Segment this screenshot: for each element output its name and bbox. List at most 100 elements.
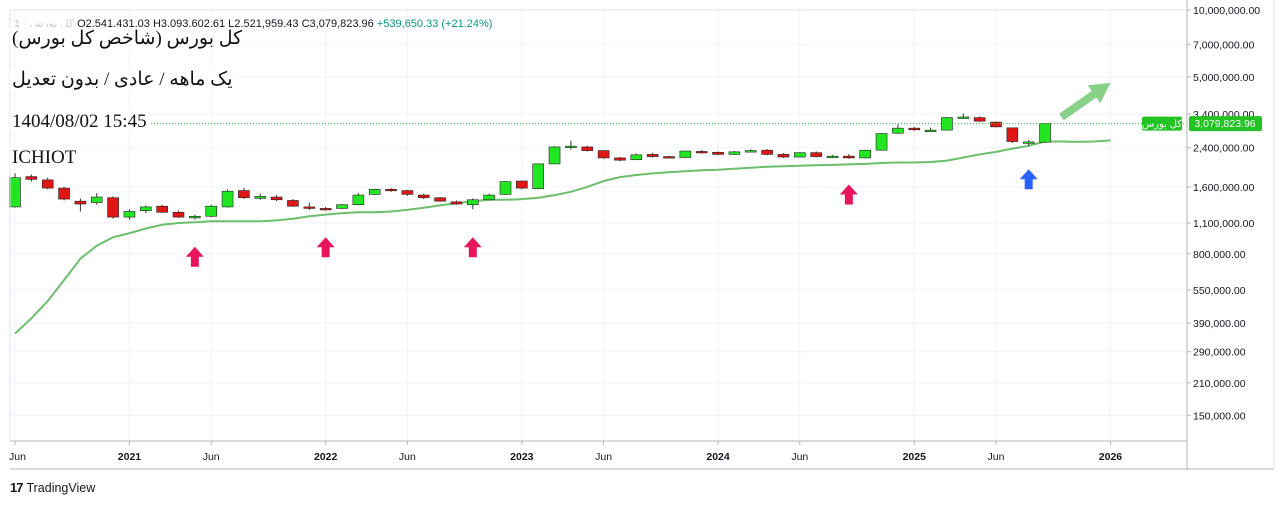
candle bbox=[417, 193, 430, 200]
candle bbox=[303, 202, 316, 210]
candle-body bbox=[303, 206, 316, 209]
chart-datetime: 1404/08/02 15:45 bbox=[10, 111, 149, 133]
candle bbox=[908, 126, 921, 131]
candle-body bbox=[875, 133, 888, 151]
candle bbox=[859, 149, 872, 159]
candle-body bbox=[793, 152, 806, 158]
candle-body bbox=[189, 215, 201, 219]
x-tick-label: Jun bbox=[399, 451, 416, 463]
candle-body bbox=[1039, 123, 1051, 143]
candle-body bbox=[140, 206, 152, 212]
moving-average-line bbox=[14, 139, 1111, 335]
candle bbox=[1022, 140, 1035, 146]
blue-up-arrow bbox=[1019, 169, 1038, 190]
candle-body bbox=[663, 156, 675, 159]
candle-body bbox=[287, 200, 299, 207]
candle-body bbox=[319, 208, 332, 211]
candle bbox=[646, 152, 659, 158]
ohlc-change: +539,650.33 (+21.24%) bbox=[376, 18, 493, 30]
tradingview-logo-icon: 17 bbox=[10, 480, 24, 495]
candle-body bbox=[74, 200, 87, 205]
chart-symbol: ICHIOT bbox=[10, 147, 79, 169]
candle bbox=[843, 153, 855, 159]
candle-body bbox=[695, 151, 708, 154]
candle-body bbox=[156, 205, 168, 213]
x-tick-label: Jun bbox=[595, 451, 612, 463]
candle-body bbox=[565, 145, 577, 148]
candle-body bbox=[712, 151, 724, 155]
candle-body bbox=[434, 197, 446, 202]
x-axis[interactable]: Jun 2021 Jun 2022 Jun 2023 Jun 2024 Jun 2025 Jun 20… bbox=[9, 441, 1122, 463]
candle bbox=[107, 196, 119, 219]
pink-up-arrow bbox=[316, 237, 335, 258]
x-tick-label: 2021 bbox=[118, 451, 142, 463]
candle-body bbox=[90, 196, 103, 203]
tradingview-logo[interactable]: 17 TradingView bbox=[10, 480, 95, 495]
candle bbox=[270, 195, 283, 202]
candle-body bbox=[336, 204, 348, 209]
candle-body bbox=[924, 129, 937, 132]
candle bbox=[1039, 123, 1051, 143]
y-axis[interactable]: 10,000,000.007,000,000.005,000,000.003,4… bbox=[1187, 5, 1260, 422]
candle-body bbox=[352, 194, 365, 206]
ohlc-close: C3,079,823.96 bbox=[301, 18, 374, 30]
candle bbox=[140, 205, 152, 214]
candle-body bbox=[826, 155, 839, 158]
candle-body bbox=[859, 149, 872, 159]
x-tick-label: Jun bbox=[791, 451, 808, 463]
candle-body bbox=[581, 146, 594, 151]
y-tick-label: 5,000,000.00 bbox=[1193, 72, 1254, 84]
candle bbox=[336, 203, 348, 210]
pink-up-arrow bbox=[463, 237, 482, 258]
candle bbox=[205, 204, 217, 218]
candle-body bbox=[172, 211, 185, 218]
candle bbox=[532, 163, 545, 190]
candle-body bbox=[516, 180, 528, 189]
candle-body bbox=[679, 150, 692, 158]
y-tick-label: 210,000.00 bbox=[1193, 378, 1246, 390]
y-tick-label: 7,000,000.00 bbox=[1193, 39, 1254, 51]
y-tick-label: 150,000.00 bbox=[1193, 410, 1246, 422]
green-trend-arrow bbox=[1059, 82, 1111, 121]
candle-body bbox=[499, 181, 512, 195]
candle bbox=[679, 150, 692, 158]
candle-body bbox=[744, 150, 757, 153]
last-price-value: 3,079,823.96 bbox=[1194, 118, 1255, 130]
candle bbox=[499, 181, 512, 196]
last-price-label: کل بورس 3,079,823.96 bbox=[1142, 116, 1262, 132]
candle bbox=[663, 155, 675, 159]
candle-body bbox=[58, 187, 70, 200]
candle bbox=[254, 193, 267, 200]
x-tick-label: Jun bbox=[9, 451, 26, 463]
candle bbox=[385, 188, 397, 192]
candle bbox=[695, 150, 708, 154]
candle-body bbox=[1006, 127, 1019, 142]
candle bbox=[597, 150, 610, 159]
last-price-name: کل بورس bbox=[1142, 119, 1182, 130]
candle bbox=[238, 188, 250, 200]
y-tick-label: 1,100,000.00 bbox=[1193, 218, 1254, 230]
candle bbox=[1006, 127, 1019, 144]
candle-body bbox=[205, 205, 217, 217]
candle bbox=[614, 157, 626, 162]
candle bbox=[401, 189, 414, 196]
candle bbox=[973, 116, 986, 122]
candle bbox=[761, 148, 773, 156]
candle bbox=[466, 198, 479, 210]
candle bbox=[581, 145, 594, 152]
candle bbox=[793, 152, 806, 158]
pink-up-arrow bbox=[185, 246, 204, 267]
candle-body bbox=[483, 194, 495, 201]
candle bbox=[41, 177, 54, 190]
tradingview-logo-text: TradingView bbox=[26, 480, 96, 495]
candle-body bbox=[417, 194, 430, 199]
chart-subtitle: یک ماهه / عادی / بدون تعدیل bbox=[10, 68, 235, 91]
ohlc-low: L2,521,959.43 bbox=[228, 18, 299, 30]
candle-body bbox=[9, 177, 21, 208]
moving-average-layer bbox=[14, 139, 1111, 335]
candle-body bbox=[25, 176, 38, 180]
candle bbox=[9, 173, 21, 208]
x-tick-label: 2023 bbox=[510, 451, 534, 463]
